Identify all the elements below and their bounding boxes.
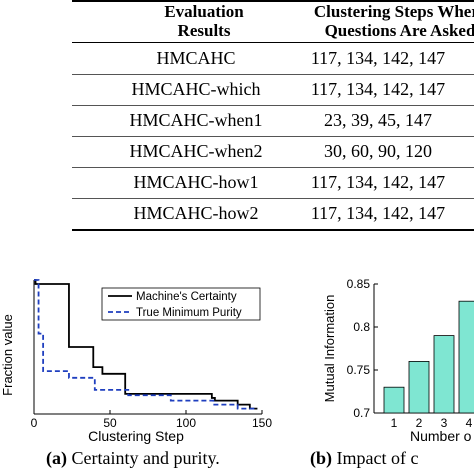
- legend-label: True Minimum Purity: [136, 307, 242, 319]
- x-tick-label: 1: [391, 416, 398, 430]
- table-row-rule: [72, 167, 474, 168]
- caption-b: (b) Impact of c: [310, 448, 418, 469]
- table-top-rule: [72, 0, 474, 2]
- caption-b-text: Impact of c: [332, 448, 419, 468]
- x-tick-label: 2: [416, 416, 423, 430]
- x-tick-label: 3: [441, 416, 448, 430]
- caption-b-label: (b): [310, 448, 332, 468]
- table-row-rule: [72, 105, 474, 106]
- header-steps-line-2: Questions Are Asked: [324, 21, 474, 40]
- x-tick-label: 4: [466, 416, 473, 430]
- legend-label: Machine's Certainty: [136, 291, 237, 303]
- header-evaluation-line-2: Results: [177, 21, 231, 40]
- bar: [433, 335, 455, 414]
- header-steps-line-1: Clustering Steps Where: [313, 2, 474, 21]
- results-table: Evaluation Results Clustering Steps Wher…: [0, 0, 474, 232]
- header-evaluation-line-1: Evaluation: [164, 2, 244, 21]
- table-row-steps: 117, 134, 142, 147: [310, 203, 446, 223]
- x-tick-label: 150: [252, 416, 272, 430]
- x-axis-label: Clustering Step: [88, 428, 184, 444]
- y-axis-label: Mutual Information: [322, 295, 337, 403]
- table-row-name: HMCAHC-when1: [129, 110, 263, 130]
- table-row-steps: 117, 134, 142, 147: [310, 79, 446, 99]
- y-tick-label: 0.8: [353, 320, 370, 334]
- table-row-rule: [72, 198, 474, 199]
- series-line-true-minimum-purity: [34, 279, 258, 410]
- table-row-steps: 23, 39, 45, 147: [324, 110, 432, 130]
- table-row-name: HMCAHC-how2: [133, 203, 259, 223]
- x-tick-label: 100: [176, 416, 196, 430]
- x-tick-label: 50: [103, 416, 117, 430]
- y-tick-label: 0.75: [347, 363, 371, 377]
- y-axis-label: Fraction value: [0, 314, 15, 396]
- table-row-rule: [72, 74, 474, 75]
- x-tick-label: 0: [31, 416, 38, 430]
- caption-a-label: (a): [46, 448, 67, 468]
- table-row-rule: [72, 136, 474, 137]
- bar: [383, 386, 405, 414]
- table-row-name: HMCAHC-when2: [129, 141, 263, 161]
- table-row-name: HMCAHC: [156, 48, 236, 68]
- caption-a-text: Certainty and purity.: [67, 448, 220, 468]
- table-row-steps: 30, 60, 90, 120: [324, 141, 432, 161]
- certainty-purity-chart: 0 50 100 150 Clustering Step Fraction value Ma…: [0, 279, 272, 444]
- table-row-steps: 117, 134, 142, 147: [310, 48, 446, 68]
- table-header-steps: Clustering Steps Where Questions Are Ask…: [280, 2, 474, 40]
- y-tick-label: 0.85: [347, 277, 371, 291]
- table-header-rule: [72, 42, 474, 43]
- caption-a: (a) Certainty and purity.: [46, 448, 220, 469]
- x-axis-label: Number o: [410, 428, 472, 444]
- y-tick-label: 0.7: [353, 406, 370, 420]
- table-bottom-rule: [72, 229, 474, 231]
- bar: [458, 300, 474, 414]
- chart-legend: Machine's Certainty True Minimum Purity: [101, 287, 261, 321]
- table-row-name: HMCAHC-which: [131, 79, 261, 99]
- table-header-evaluation: Evaluation Results: [104, 2, 304, 40]
- legend-box: [101, 287, 261, 321]
- table-row-steps: 117, 134, 142, 147: [310, 172, 446, 192]
- bar: [408, 361, 430, 414]
- table-row-name: HMCAHC-how1: [133, 172, 259, 192]
